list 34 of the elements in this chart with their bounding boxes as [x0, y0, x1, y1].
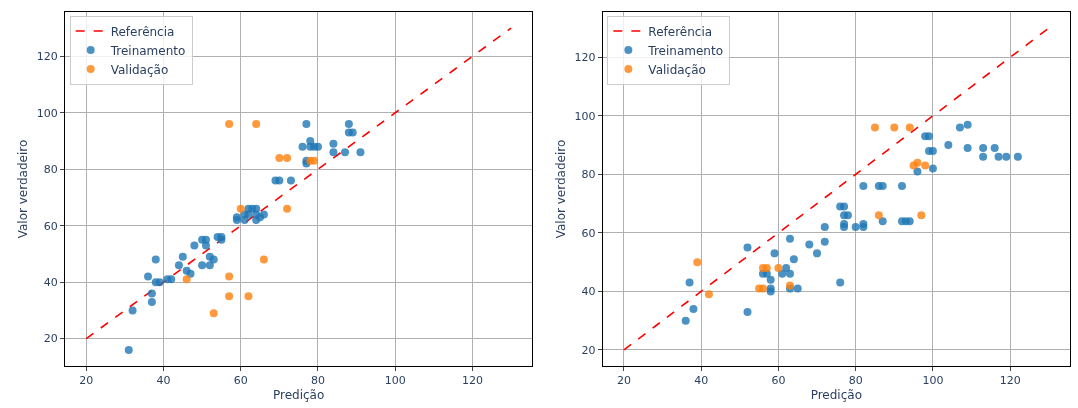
y-tick-label: 80: [43, 163, 58, 177]
x-tick-label: 20: [79, 374, 94, 388]
y-tick-label: 120: [574, 51, 596, 65]
legend-label: Validação: [648, 62, 706, 77]
legend-label: Referência: [648, 24, 713, 39]
x-tick-label: 20: [616, 374, 631, 388]
y-tick-label: 40: [43, 276, 58, 290]
y-axis-title: Valor verdadeiro: [553, 139, 568, 239]
legend-label: Referência: [110, 24, 175, 39]
x-tick-label: 100: [384, 374, 406, 388]
legend-label: Validação: [110, 62, 169, 77]
x-tick-label: 100: [922, 374, 944, 388]
x-tick-label: 60: [771, 374, 786, 388]
x-tick-label: 40: [156, 374, 171, 388]
y-tick-label: 120: [36, 50, 58, 64]
x-tick-label: 120: [461, 374, 483, 388]
x-tick-label: 80: [848, 374, 863, 388]
y-tick-label: 60: [43, 219, 58, 233]
x-tick-label: 120: [999, 374, 1021, 388]
y-tick-label: 80: [581, 168, 596, 182]
x-tick-label: 40: [694, 374, 709, 388]
legend-label: Treinamento: [647, 43, 723, 58]
y-tick-label: 40: [581, 285, 596, 299]
x-axis-title: Predição: [273, 388, 325, 403]
x-tick-label: 80: [310, 374, 325, 388]
y-tick-label: 100: [574, 109, 596, 123]
y-tick-label: 60: [581, 226, 596, 240]
y-axis-title: Valor verdadeiro: [16, 139, 31, 239]
y-tick-label: 100: [36, 106, 58, 120]
x-tick-label: 60: [233, 374, 248, 388]
y-tick-label: 20: [43, 332, 58, 346]
x-axis-title: Predição: [810, 388, 862, 403]
legend-label: Treinamento: [109, 43, 186, 58]
y-tick-label: 20: [581, 343, 596, 357]
